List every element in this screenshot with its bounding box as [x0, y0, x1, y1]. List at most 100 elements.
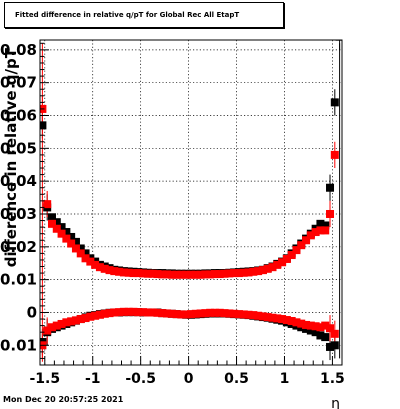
- data-point: [302, 320, 311, 329]
- data-point: [210, 308, 219, 317]
- data-point: [330, 329, 339, 338]
- data-point: [43, 200, 52, 209]
- y-tick-label: 0.05: [0, 139, 37, 157]
- data-point: [282, 316, 291, 325]
- data-point: [172, 270, 181, 279]
- data-point: [220, 309, 229, 318]
- data-point: [110, 308, 119, 317]
- data-point: [148, 269, 157, 278]
- chart-title-box: Fitted difference in relative q/pT for G…: [4, 2, 284, 28]
- data-point: [225, 309, 234, 318]
- data-point: [321, 321, 330, 330]
- data-point: [76, 244, 85, 253]
- y-tick-label: 0.08: [0, 41, 37, 59]
- data-point: [143, 308, 152, 317]
- data-point: [76, 249, 85, 258]
- data-point: [95, 263, 104, 272]
- data-point: [52, 224, 61, 233]
- data-point: [210, 270, 219, 279]
- data-point: [239, 310, 248, 319]
- data-point: [258, 312, 267, 321]
- data-point: [177, 310, 186, 319]
- data-point: [47, 213, 56, 222]
- data-point: [306, 231, 315, 240]
- x-tick-label: 0: [184, 371, 194, 387]
- data-point: [311, 328, 320, 337]
- data-point: [321, 226, 330, 235]
- data-point: [52, 321, 61, 330]
- data-point: [268, 313, 277, 322]
- data-point: [230, 309, 239, 318]
- data-point: [86, 257, 95, 266]
- y-axis-title: difference in relative q/pT: [2, 47, 20, 267]
- data-point: [244, 268, 253, 277]
- ticks-layer: [40, 42, 343, 366]
- data-point: [119, 307, 128, 316]
- data-point: [220, 269, 229, 278]
- data-point: [81, 249, 90, 258]
- data-point: [86, 312, 95, 321]
- data-point: [287, 251, 296, 260]
- y-tick-label: 0.04: [0, 172, 37, 190]
- data-point: [124, 268, 133, 277]
- data-point: [278, 315, 287, 324]
- data-point: [134, 269, 143, 278]
- data-point: [47, 323, 56, 332]
- data-point: [40, 121, 47, 130]
- data-point: [105, 266, 114, 275]
- data-point: [71, 316, 80, 325]
- data-point: [230, 269, 239, 278]
- data-point: [100, 309, 109, 318]
- data-point: [201, 270, 210, 279]
- data-point: [187, 310, 195, 319]
- data-point: [302, 236, 311, 245]
- data-point: [196, 270, 205, 279]
- data-point: [206, 308, 215, 317]
- data-point: [249, 311, 258, 320]
- x-axis-title: η: [331, 396, 340, 409]
- data-point: [191, 270, 200, 279]
- data-point: [119, 268, 128, 277]
- data-point: [206, 270, 215, 279]
- data-point: [67, 232, 76, 241]
- data-point: [196, 309, 205, 318]
- data-point: [62, 234, 71, 243]
- data-point: [163, 309, 172, 318]
- data-point: [234, 310, 243, 319]
- timestamp-footer: Mon Dec 20 20:57:25 2021: [3, 395, 124, 404]
- data-point: [306, 326, 315, 335]
- data-point: [297, 241, 306, 250]
- data-point: [215, 270, 224, 279]
- data-point: [158, 270, 167, 279]
- data-point: [148, 308, 157, 317]
- data-point: [321, 333, 330, 342]
- data-point: [153, 270, 162, 279]
- data-point: [316, 226, 325, 235]
- data-point: [201, 309, 210, 318]
- data-point: [254, 267, 263, 276]
- data-point: [263, 313, 272, 322]
- data-point: [177, 270, 186, 279]
- data-point: [95, 310, 104, 319]
- data-point: [287, 317, 296, 326]
- data-point: [239, 268, 248, 277]
- data-point: [311, 228, 320, 237]
- y-tick-label: 0.06: [0, 107, 37, 125]
- data-point: [326, 183, 335, 192]
- data-point: [167, 309, 176, 318]
- data-point: [316, 331, 325, 340]
- data-point: [263, 264, 272, 273]
- grid-layer: [40, 40, 342, 365]
- y-tick-label: 0.02: [0, 238, 37, 256]
- data-point: [326, 209, 335, 218]
- data-point: [139, 308, 148, 317]
- y-tick-label: 0.03: [0, 205, 37, 223]
- data-point: [297, 319, 306, 328]
- data-point: [62, 318, 71, 327]
- data-point: [182, 270, 191, 279]
- x-tick-label: 1.5: [320, 371, 345, 387]
- data-point: [139, 269, 148, 278]
- data-point: [81, 254, 90, 263]
- chart-title: Fitted difference in relative q/pT for G…: [15, 11, 240, 19]
